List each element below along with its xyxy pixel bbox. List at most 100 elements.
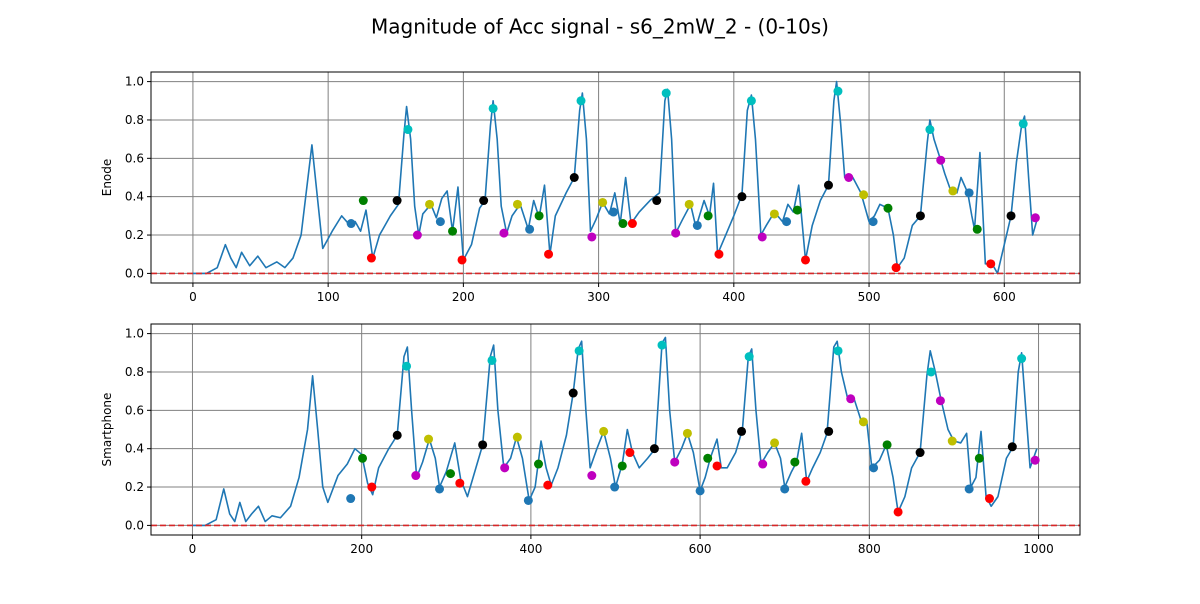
marker-point [925,125,935,135]
marker-point [448,226,458,236]
marker-point [1007,442,1017,452]
marker-point [488,103,498,113]
marker-point [1018,119,1028,129]
marker-point [346,219,356,229]
marker-point [936,155,946,165]
plot-area [151,80,1080,275]
marker-point [358,196,368,206]
marker-point [800,255,810,265]
marker-point [587,471,597,481]
marker-point [744,352,754,362]
x-tick-label: 300 [587,290,610,304]
x-tick-label: 500 [858,290,881,304]
marker-point [972,224,982,234]
marker-point [411,471,421,481]
plot-area [151,336,1080,527]
marker-point [671,228,681,238]
x-tick-label: 400 [722,290,745,304]
marker-point [984,494,994,504]
marker-point [964,188,974,198]
marker-point [891,263,901,273]
marker-point [859,190,869,200]
marker-point [608,207,618,217]
marker-point [948,186,958,196]
marker-point [402,361,412,371]
marker-point [692,220,702,230]
y-tick-label: 0.4 [125,442,144,456]
marker-point [780,484,790,494]
marker-point [670,457,680,467]
marker-point [618,219,628,229]
marker-point [512,432,522,442]
marker-point [534,459,544,469]
marker-point [893,507,903,517]
y-tick-label: 0.8 [125,365,144,379]
marker-point [543,480,553,490]
marker-point [479,196,489,206]
marker-point [455,478,465,488]
marker-point [569,173,579,182]
x-tick-label: 200 [350,542,373,556]
marker-point [576,96,586,106]
marker-point [868,217,878,227]
marker-point [770,438,780,448]
marker-point [926,367,936,377]
marker-point [412,230,422,240]
x-tick-label: 1000 [1023,542,1054,556]
marker-point [824,426,834,436]
x-tick-label: 0 [189,290,197,304]
marker-point [703,453,713,463]
y-axis-label: Enode [100,159,114,197]
marker-point [757,232,767,242]
y-tick-label: 0.6 [125,151,144,165]
marker-point [392,196,402,206]
marker-point [661,88,671,98]
subplot-smartphone: 0 200 400 600 800 1000 0.0 0.2 0.4 0.6 0.8 1.0 Smart… [100,323,1081,556]
marker-point [627,219,637,229]
marker-point [499,228,509,238]
marker-point [424,434,434,444]
marker-point [625,448,635,458]
y-tick-label: 0.0 [125,518,144,532]
marker-point [790,457,800,467]
marker-point [523,495,533,505]
y-tick-label: 0.0 [125,266,144,280]
marker-point [403,125,413,135]
marker-point [392,430,402,440]
x-tick-label: 100 [317,290,340,304]
marker-point [947,436,957,446]
marker-point [915,211,925,221]
marker-point [801,476,811,486]
y-tick-label: 1.0 [125,327,144,341]
marker-point [657,340,667,350]
y-tick-label: 1.0 [125,75,144,89]
marker-point [1017,354,1027,364]
marker-point [823,180,833,190]
marker-point [792,205,802,215]
y-tick-label: 0.8 [125,113,144,127]
axes-frame [150,323,1081,536]
marker-point [974,453,984,463]
marker-point [986,259,996,269]
figure-title: Magnitude of Acc signal - s6_2mW_2 - (0-… [371,15,829,39]
marker-point [568,388,578,398]
marker-point [684,199,694,209]
marker-point [457,255,467,265]
marker-point [695,486,705,496]
y-tick-label: 0.2 [125,228,144,242]
marker-point [746,96,756,106]
series-line [192,336,1038,527]
series-line [192,80,1039,275]
marker-point [1030,213,1040,223]
y-tick-label: 0.2 [125,480,144,494]
marker-point [435,484,445,494]
y-tick-label: 0.6 [125,403,144,417]
marker-point [446,469,456,479]
marker-point [737,426,747,436]
marker-point [534,211,544,221]
marker-point [649,444,659,454]
marker-point [682,428,692,438]
marker-point [574,346,584,356]
marker-point [610,482,620,492]
x-tick-label: 0 [189,542,197,556]
